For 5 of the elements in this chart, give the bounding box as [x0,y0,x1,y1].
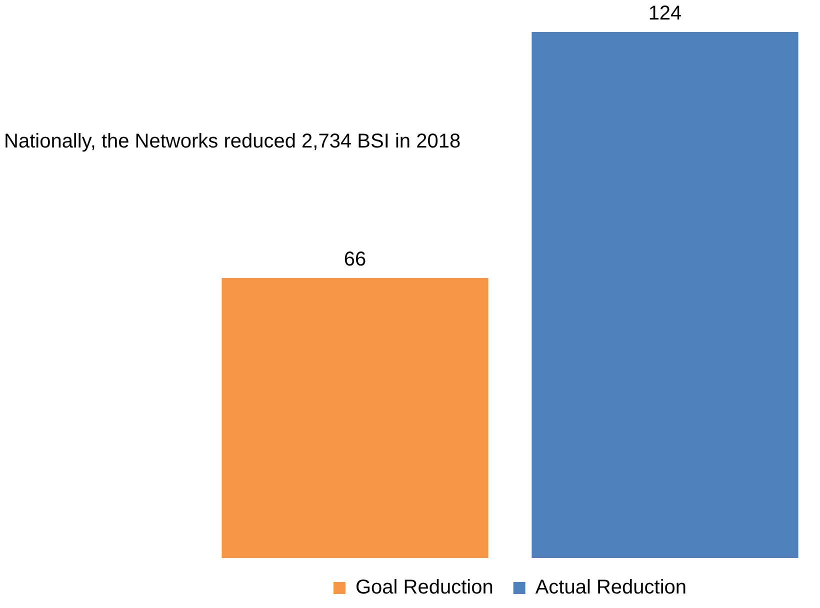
data-label: 66 [344,248,366,271]
annotation: Nationally, the Networks reduced 2,734 BSI in 2018 [4,130,461,153]
data-label: 124 [648,2,682,25]
legend-label: Actual Reduction [535,576,687,599]
legend-label: Goal Reduction [355,576,494,599]
